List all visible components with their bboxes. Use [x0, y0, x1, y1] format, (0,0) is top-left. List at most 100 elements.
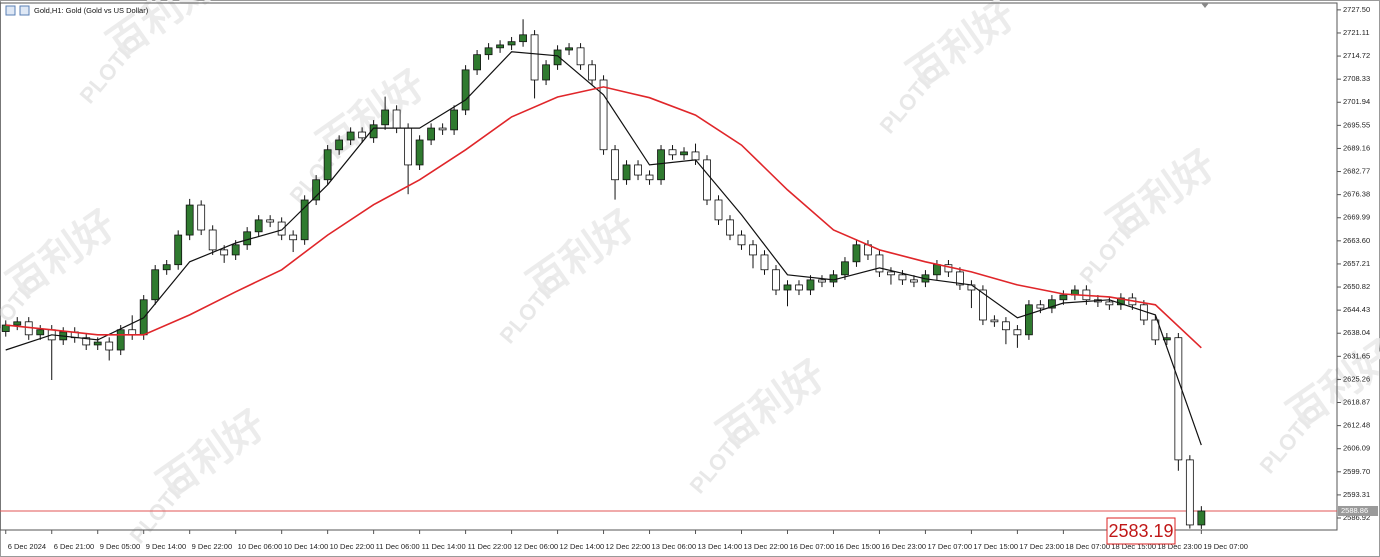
candle-body: [542, 64, 550, 81]
y-tick-label: 2631.65: [1343, 351, 1370, 360]
candle-body: [277, 221, 286, 236]
candle-body: [967, 284, 976, 291]
y-tick-label: 2625.26: [1343, 374, 1370, 383]
candle-body: [82, 337, 91, 346]
y-tick-label: 2682.77: [1343, 167, 1370, 176]
x-tick-label: 18 Dec 15:00: [1111, 542, 1156, 551]
candle-body: [772, 269, 780, 291]
x-tick-label: 17 Dec 23:00: [1019, 542, 1064, 551]
candle-body: [496, 44, 504, 49]
x-tick-label: 12 Dec 22:00: [606, 542, 651, 551]
candle-body: [806, 279, 815, 291]
candle-body: [162, 264, 171, 271]
y-tick-label: 2650.82: [1343, 282, 1370, 291]
candle-body: [645, 174, 654, 181]
annotation-box: [1106, 517, 1176, 545]
candle-body: [979, 289, 987, 321]
chart-title: Gold,H1: Gold (Gold vs US Dollar): [34, 6, 149, 15]
x-tick-label: 17 Dec 15:00: [973, 542, 1018, 551]
candle-body: [404, 127, 413, 166]
candle-body: [254, 219, 263, 233]
candle-body: [795, 284, 803, 291]
y-tick-label: 2606.09: [1343, 444, 1370, 453]
icon: [19, 5, 30, 16]
candle-body: [312, 179, 321, 201]
annotation: 2583.19: [1108, 521, 1173, 541]
candle-body: [427, 127, 436, 141]
y-tick-label: 2612.48: [1343, 421, 1370, 430]
candle-body: [737, 234, 746, 246]
x-tick-label: 9 Dec 22:00: [192, 542, 232, 551]
moving-average: [5, 51, 1202, 446]
candle-body: [208, 229, 217, 251]
candle-body: [36, 329, 45, 336]
y-tick-label: 2657.21: [1343, 259, 1370, 268]
candle-body: [553, 49, 562, 66]
y-tick-label: 2689.16: [1343, 143, 1370, 152]
candle-body: [473, 54, 481, 71]
y-tick-label: 2618.87: [1343, 397, 1370, 406]
candle-body: [1105, 301, 1114, 306]
candle-body: [910, 279, 918, 283]
candle-body: [13, 321, 22, 326]
y-tick-label: 2663.60: [1343, 236, 1370, 245]
candle-body: [657, 149, 665, 181]
x-tick-label: 18 Dec 07:00: [1065, 542, 1110, 551]
moving-average: [5, 86, 1202, 349]
x-tick-label: 13 Dec 06:00: [652, 542, 697, 551]
candle-body: [691, 151, 700, 161]
candle-body: [990, 319, 999, 323]
x-tick-label: 10 Dec 14:00: [284, 542, 329, 551]
y-tick-label: 2644.43: [1343, 305, 1370, 314]
candle-body: [1185, 459, 1194, 526]
candle-body: [933, 264, 941, 276]
candle-body: [956, 271, 964, 286]
x-tick-label: 12 Dec 14:00: [560, 542, 605, 551]
x-tick-label: 6 Dec 21:00: [54, 542, 94, 551]
x-tick-label: 10 Dec 22:00: [330, 542, 375, 551]
candle-body: [484, 47, 493, 56]
candle-body: [818, 279, 826, 283]
candle-body: [450, 109, 458, 131]
y-tick-label: 2676.38: [1343, 190, 1370, 199]
x-tick-label: 12 Dec 06:00: [514, 542, 559, 551]
candle-body: [392, 109, 401, 129]
y-tick-label: 2714.72: [1343, 51, 1370, 60]
candle-body: [243, 231, 252, 246]
candle-body: [668, 149, 677, 156]
y-tick-label: 2599.70: [1343, 467, 1370, 476]
x-tick-label: 9 Dec 05:00: [100, 542, 140, 551]
candle-body: [415, 139, 424, 166]
candle-body: [565, 47, 573, 51]
candle-body: [829, 274, 838, 283]
candle-body: [381, 109, 390, 126]
y-tick-label: 2727.50: [1343, 5, 1370, 14]
candle-body: [266, 219, 275, 223]
y-tick-label: 2638.04: [1343, 328, 1370, 337]
x-tick-label: 16 Dec 23:00: [881, 542, 926, 551]
x-tick-label: 16 Dec 07:00: [789, 542, 834, 551]
candle-body: [438, 127, 447, 131]
x-tick-label: 10 Dec 06:00: [238, 542, 283, 551]
y-tick-label: 2721.11: [1343, 28, 1370, 37]
y-tick-label: 2669.99: [1343, 213, 1370, 222]
candle-body: [116, 329, 125, 351]
candle-body: [887, 271, 895, 276]
candle-body: [151, 269, 160, 301]
candle-body: [703, 159, 711, 201]
candle-body: [680, 151, 688, 156]
candle-body: [530, 34, 539, 81]
shift-marker: [1201, 3, 1209, 8]
plot-border: [0, 2, 1338, 531]
candle-body: [875, 254, 884, 273]
candle-body: [852, 244, 861, 263]
candle-body: [726, 219, 734, 236]
x-tick-label: 6 Dec 2024: [8, 542, 46, 551]
y-tick-label: 2695.55: [1343, 120, 1370, 129]
candle-body: [1059, 294, 1068, 301]
candle-body: [461, 69, 470, 111]
x-tick-label: 11 Dec 14:00: [422, 542, 466, 551]
